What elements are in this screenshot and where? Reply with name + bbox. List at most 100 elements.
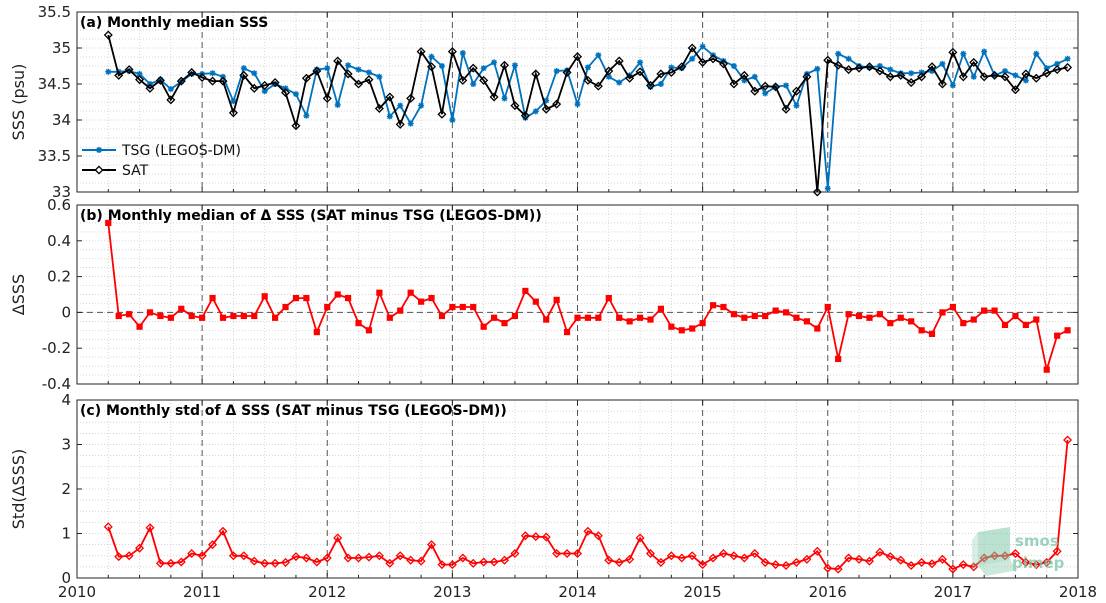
data-point — [313, 328, 320, 336]
data-point — [802, 72, 812, 82]
data-point — [251, 312, 258, 320]
data-point — [918, 327, 925, 334]
series-line — [107, 222, 1069, 370]
y-tick-label: 3 — [61, 436, 71, 454]
data-point — [491, 59, 498, 66]
series-line — [107, 439, 1069, 571]
data-point — [145, 523, 155, 533]
data-point — [343, 69, 353, 79]
series-delta-sss — [105, 219, 1071, 373]
data-point — [614, 56, 624, 66]
panel-title: (b) Monthly median of Δ SSS (SAT minus T… — [80, 208, 542, 224]
data-point — [562, 67, 572, 77]
data-point — [459, 303, 466, 311]
data-point — [689, 325, 696, 332]
data-point — [355, 320, 362, 327]
data-point — [105, 68, 112, 75]
data-point — [501, 95, 508, 102]
data-point — [729, 79, 739, 89]
data-point — [636, 314, 644, 321]
data-point — [1052, 65, 1062, 75]
data-point — [272, 314, 279, 321]
data-point — [417, 298, 425, 305]
data-point — [522, 114, 529, 121]
data-point — [449, 117, 456, 123]
data-point — [887, 320, 894, 327]
x-tick-label: 2012 — [308, 583, 346, 601]
data-point — [406, 555, 416, 565]
data-point — [520, 531, 530, 541]
data-point — [885, 552, 895, 562]
data-point — [208, 76, 218, 86]
data-point — [209, 294, 216, 302]
data-point — [793, 102, 800, 109]
data-point — [103, 522, 113, 532]
data-point — [908, 318, 915, 325]
data-point — [812, 187, 822, 197]
data-point — [261, 293, 268, 300]
data-point — [427, 62, 437, 72]
smos-pimep-watermark: smos pimep — [972, 527, 1065, 576]
data-point — [760, 81, 770, 91]
data-point — [762, 90, 769, 97]
data-point — [678, 65, 685, 72]
data-point — [614, 557, 624, 567]
data-point — [270, 558, 280, 568]
data-point — [1043, 366, 1050, 373]
data-point — [845, 311, 852, 318]
data-point — [188, 70, 195, 77]
data-point — [553, 68, 560, 75]
data-point — [969, 57, 979, 67]
data-point — [751, 73, 758, 80]
data-point — [146, 309, 154, 316]
data-point — [167, 86, 174, 93]
data-point — [1010, 85, 1020, 95]
data-point — [1064, 55, 1071, 62]
data-point — [178, 305, 185, 312]
data-point — [292, 91, 299, 98]
data-point — [958, 72, 968, 82]
data-point — [124, 65, 134, 75]
data-point — [199, 314, 206, 321]
y-tick-label: -0.4 — [42, 375, 71, 393]
data-point — [814, 65, 821, 72]
data-point — [927, 559, 937, 569]
data-point — [386, 314, 393, 321]
data-point — [668, 323, 675, 330]
watermark-logo-icon — [972, 527, 1018, 576]
data-point — [499, 60, 510, 70]
data-point — [584, 314, 592, 321]
x-tick-label: 2013 — [433, 583, 471, 601]
data-point — [301, 553, 311, 563]
y-axis-label: Std(ΔSSS) — [9, 449, 28, 529]
data-point — [552, 99, 562, 109]
data-point — [906, 78, 916, 88]
data-point — [230, 312, 237, 320]
data-point — [166, 558, 176, 568]
data-point — [416, 47, 426, 57]
data-point — [312, 66, 322, 76]
data-point — [564, 67, 571, 74]
data-point — [479, 75, 489, 85]
data-point — [312, 557, 322, 567]
data-point — [1054, 332, 1061, 339]
data-point — [374, 103, 384, 113]
data-point — [593, 531, 603, 541]
data-point — [333, 56, 343, 66]
data-point — [407, 289, 414, 296]
data-point — [218, 76, 228, 86]
data-point — [864, 62, 874, 72]
data-point — [188, 312, 195, 320]
panel-c-std-delta-sss: 0 1 2 3 4 2010 2011 2012 2013 2014 2015 2016 2017 201… — [9, 391, 1097, 601]
data-point — [625, 554, 635, 564]
data-point — [729, 551, 739, 561]
data-point — [699, 320, 706, 327]
data-point — [343, 553, 353, 563]
data-point — [374, 551, 384, 561]
data-point — [677, 62, 687, 72]
panel-a-median-sss: 33 33.5 34 34.5 35 35.5 SSS (psu) (a) Monthly m… — [9, 3, 1079, 201]
data-point — [928, 330, 936, 337]
data-point — [1064, 327, 1071, 334]
data-point — [1002, 68, 1009, 75]
data-point — [135, 543, 145, 553]
